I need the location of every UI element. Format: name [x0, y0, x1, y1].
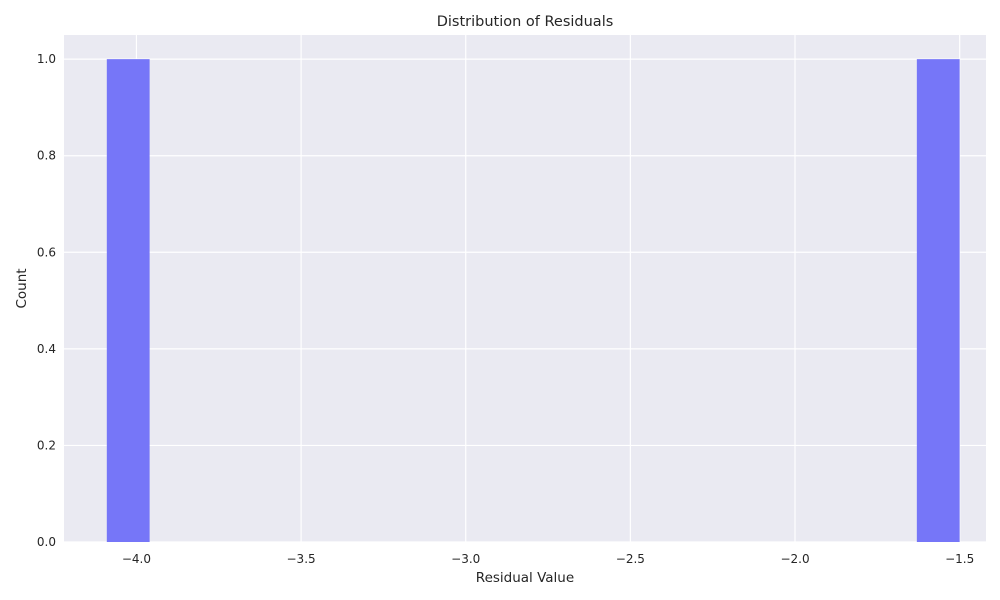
x-tick-label: −3.0 [451, 552, 480, 566]
y-tick-label: 0.8 [37, 149, 56, 163]
x-axis-label: Residual Value [476, 570, 574, 586]
y-tick-label: 0.2 [37, 438, 56, 452]
x-tick-labels: −4.0 −3.5 −3.0 −2.5 −2.0 −1.5 [122, 552, 974, 566]
y-axis-label: Count [14, 268, 30, 308]
x-tick-label: −1.5 [945, 552, 974, 566]
bars [106, 59, 960, 543]
x-tick-label: −4.0 [122, 552, 151, 566]
x-tick-label: −2.0 [780, 552, 809, 566]
plot-background [64, 35, 986, 542]
x-tick-label: −2.5 [616, 552, 645, 566]
histogram-bar-1 [916, 59, 960, 543]
grid-lines [64, 35, 986, 543]
y-tick-labels: 0.0 0.2 0.4 0.6 0.8 1.0 [37, 52, 56, 549]
histogram-bar-0 [106, 59, 150, 543]
y-tick-label: 1.0 [37, 52, 56, 66]
y-tick-label: 0.6 [37, 245, 56, 259]
y-tick-label: 0.4 [37, 342, 56, 356]
chart-title: Distribution of Residuals [437, 14, 614, 30]
x-tick-label: −3.5 [287, 552, 316, 566]
y-tick-label: 0.0 [37, 535, 56, 549]
